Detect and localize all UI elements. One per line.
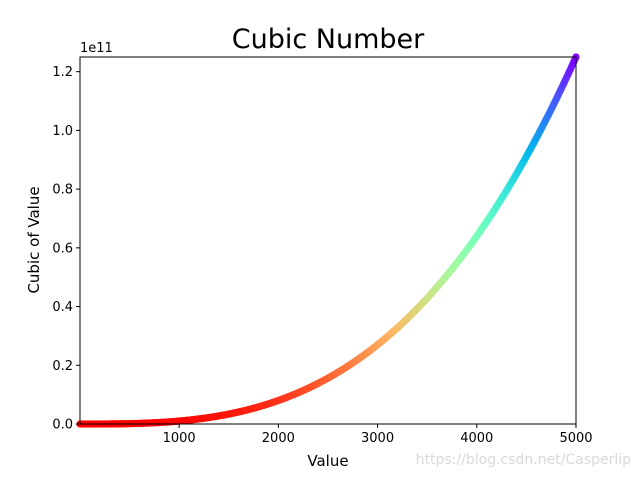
y-offset-text: 1e11 bbox=[80, 41, 113, 56]
x-tick-label: 1000 bbox=[163, 431, 196, 446]
x-tick-label: 3000 bbox=[361, 431, 394, 446]
y-tick-label: 0.2 bbox=[52, 359, 73, 374]
scatter-points bbox=[76, 53, 580, 428]
y-tick-label: 0.0 bbox=[52, 418, 73, 433]
plot-frame bbox=[79, 56, 577, 425]
watermark-text: https://blog.csdn.net/Casperlip bbox=[416, 452, 631, 468]
x-tick-label: 4000 bbox=[460, 431, 493, 446]
y-tick-label: 1.0 bbox=[52, 124, 73, 139]
y-axis-ticks: 0.0 0.2 0.4 0.6 0.8 1.0 1.2 bbox=[52, 65, 80, 433]
x-axis-label: Value bbox=[307, 452, 348, 470]
y-tick-label: 0.4 bbox=[52, 300, 73, 315]
x-tick-label: 5000 bbox=[559, 431, 592, 446]
x-tick-label: 2000 bbox=[262, 431, 295, 446]
chart-title: Cubic Number bbox=[232, 24, 425, 55]
y-tick-label: 1.2 bbox=[52, 65, 73, 80]
y-tick-label: 0.6 bbox=[52, 241, 73, 256]
y-tick-label: 0.8 bbox=[52, 183, 73, 198]
y-axis-label: Cubic of Value bbox=[25, 186, 43, 293]
x-axis-ticks: 1000 2000 3000 4000 5000 bbox=[163, 424, 593, 446]
